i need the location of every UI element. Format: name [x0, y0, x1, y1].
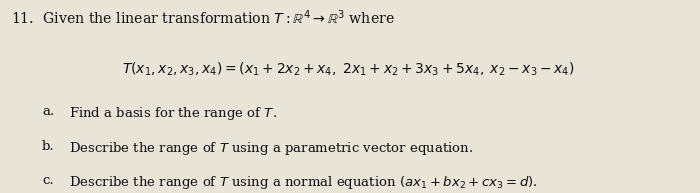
Text: c.: c. — [42, 174, 54, 187]
Text: Find a basis for the range of $T$.: Find a basis for the range of $T$. — [69, 105, 277, 122]
Text: a.: a. — [42, 105, 55, 118]
Text: $T(x_1, x_2, x_3, x_4) = (x_1 + 2x_2 + x_4,\; 2x_1 + x_2 + 3x_3 + 5x_4,\; x_2 - : $T(x_1, x_2, x_3, x_4) = (x_1 + 2x_2 + x… — [122, 61, 575, 78]
Text: b.: b. — [42, 140, 55, 152]
Text: Describe the range of $T$ using a parametric vector equation.: Describe the range of $T$ using a parame… — [69, 140, 473, 157]
Text: 11.  Given the linear transformation $T: \mathbb{R}^4 \rightarrow \mathbb{R}^3$ : 11. Given the linear transformation $T: … — [11, 9, 395, 27]
Text: Describe the range of $T$ using a normal equation $(ax_1 + bx_2 + cx_3 = d)$.: Describe the range of $T$ using a normal… — [69, 174, 538, 191]
